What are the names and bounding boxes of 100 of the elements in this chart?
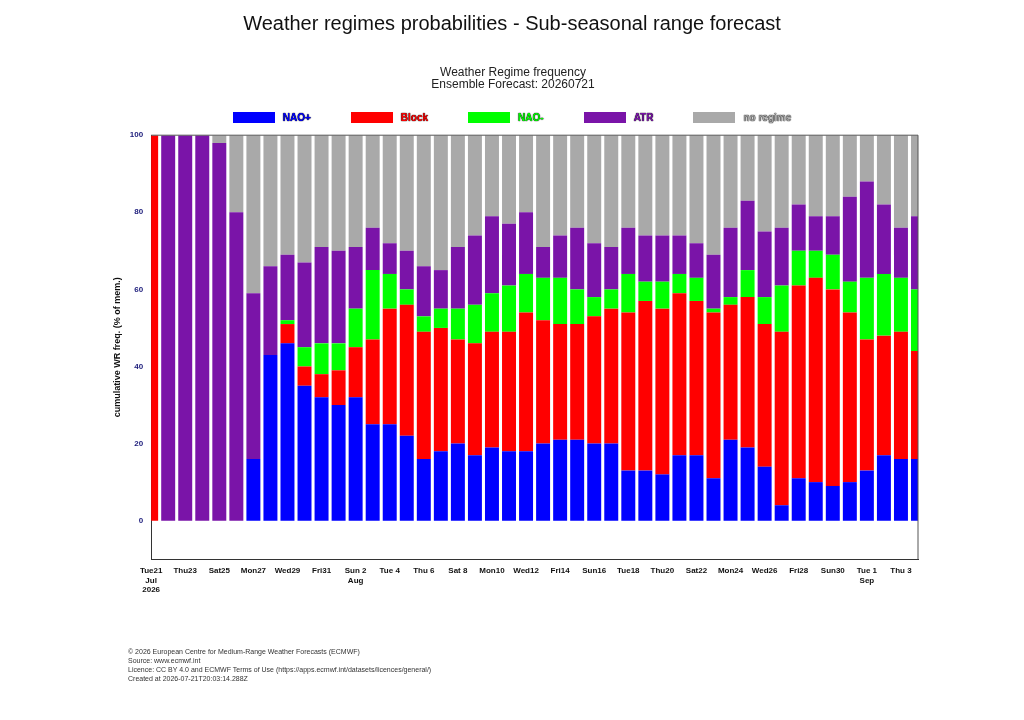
bar xyxy=(536,443,551,521)
bar xyxy=(502,331,516,452)
x-tick-label: Tue 4 xyxy=(379,566,401,576)
bar xyxy=(246,293,261,459)
bar xyxy=(280,254,295,321)
bar xyxy=(655,308,670,475)
bar xyxy=(689,455,704,521)
bar xyxy=(519,312,534,452)
bar xyxy=(842,312,857,483)
bar xyxy=(519,451,534,521)
y-axis-title: cumulative WR freq. (% of mem.) xyxy=(111,277,122,418)
x-tick-label: Mon24 xyxy=(717,566,744,576)
bar xyxy=(553,324,568,440)
bar xyxy=(791,285,806,479)
bar xyxy=(195,135,210,521)
legend-label: no regime xyxy=(743,112,792,123)
bar xyxy=(672,135,687,236)
bar xyxy=(859,135,874,182)
bar xyxy=(280,135,295,255)
bar xyxy=(774,135,789,228)
bar xyxy=(348,347,363,398)
bar xyxy=(212,135,227,143)
x-tick-label: Thu 6 xyxy=(413,566,436,576)
bar xyxy=(842,281,857,313)
bar xyxy=(808,277,823,483)
bar xyxy=(519,135,534,213)
x-tick-label: Tue21 Jul 2026 xyxy=(139,566,163,595)
bar xyxy=(365,135,380,228)
bar xyxy=(570,439,585,521)
bar xyxy=(450,246,465,309)
bar xyxy=(382,308,397,425)
x-tick-label: Wed26 xyxy=(751,566,778,576)
bar xyxy=(842,482,857,521)
bar xyxy=(740,270,755,298)
bar xyxy=(876,204,891,274)
x-tick-label: Fri31 xyxy=(312,566,332,576)
y-tick-label: 100 xyxy=(129,130,144,140)
bar xyxy=(757,324,772,467)
bar xyxy=(621,470,636,521)
x-tick-label: Sat 8 xyxy=(448,566,468,576)
x-tick-label: Wed29 xyxy=(274,566,301,576)
bar xyxy=(297,385,312,521)
bar xyxy=(689,135,704,244)
bar xyxy=(570,227,585,290)
x-tick-label: Fri28 xyxy=(789,566,809,576)
bar xyxy=(604,443,619,521)
bar xyxy=(808,135,823,217)
bar xyxy=(365,339,380,425)
bar xyxy=(467,304,482,344)
x-tick-label: Mon27 xyxy=(240,566,267,576)
bar xyxy=(774,331,789,506)
bar xyxy=(706,478,721,521)
bar xyxy=(876,273,891,336)
bar xyxy=(859,339,874,471)
bar xyxy=(638,235,653,282)
bar xyxy=(331,135,346,251)
bar xyxy=(774,285,789,332)
bar xyxy=(484,293,499,332)
x-tick-label: Tue18 xyxy=(617,566,641,576)
bar xyxy=(502,223,516,286)
bar xyxy=(842,135,857,197)
bar xyxy=(484,447,499,521)
bar xyxy=(314,246,329,344)
bar xyxy=(178,135,193,521)
bar xyxy=(433,270,448,309)
bar xyxy=(297,366,312,386)
bar xyxy=(450,135,465,247)
bar xyxy=(553,235,568,278)
bar xyxy=(655,135,670,236)
bar xyxy=(484,135,499,217)
bar xyxy=(876,135,891,205)
bar xyxy=(757,231,772,298)
bar xyxy=(723,439,738,521)
bar xyxy=(553,439,568,521)
bar xyxy=(280,320,295,325)
bar xyxy=(382,424,397,521)
bar xyxy=(399,289,414,305)
bar xyxy=(450,308,465,340)
bar xyxy=(621,312,636,471)
bar xyxy=(587,135,602,244)
bar xyxy=(621,273,636,313)
bar xyxy=(280,324,295,344)
bar xyxy=(638,281,653,301)
bar xyxy=(621,227,636,274)
bar xyxy=(433,308,448,328)
bar xyxy=(450,443,465,521)
bar xyxy=(331,405,346,521)
bar xyxy=(570,135,585,228)
bar xyxy=(672,455,687,521)
x-tick-label: Sun 2 Aug xyxy=(344,566,368,585)
bar xyxy=(399,304,414,436)
x-tick-label: Thu20 xyxy=(650,566,675,576)
bar xyxy=(382,135,397,244)
bar xyxy=(399,435,414,521)
bar xyxy=(774,505,789,521)
x-tick-label: Wed12 xyxy=(513,566,540,576)
bar xyxy=(467,235,482,305)
bar xyxy=(365,424,380,521)
bar xyxy=(740,200,755,271)
bar xyxy=(331,343,346,371)
